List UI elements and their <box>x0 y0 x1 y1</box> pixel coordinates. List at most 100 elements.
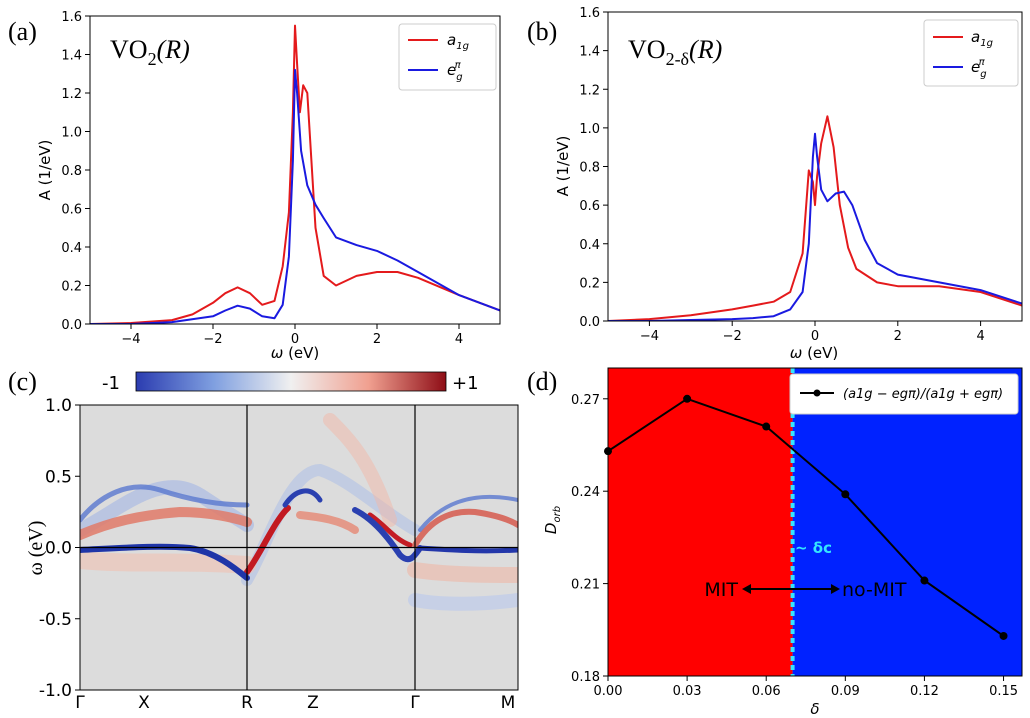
band-red-1 <box>80 506 252 540</box>
dorb-point <box>762 422 771 431</box>
panel-d-plot: 0.00 0.03 0.06 0.09 0.12 0.15 0.18 0.21 0.24 0.27 <box>571 368 1022 699</box>
panel-d-xlabel: δ <box>810 700 819 718</box>
panel-a-xtick-label: 2 <box>373 332 381 347</box>
panel-d-xtick-label: 0.00 <box>594 684 623 699</box>
panel-d-label: (d) <box>527 367 557 396</box>
band-red-4 <box>367 512 413 548</box>
panel-d-xtick-label: 0.06 <box>752 684 781 699</box>
panel-d: (d) 0.00 0.03 0.06 0.09 0.12 0.15 0.18 0.21 0.24… <box>527 367 1023 718</box>
panel-a-ytick-label: 1.2 <box>61 87 82 102</box>
k-point-label: R <box>241 693 253 713</box>
panel-a-xtick-label: 0 <box>291 332 299 347</box>
panel-c-label: (c) <box>8 367 37 396</box>
k-point-label: X <box>138 693 150 713</box>
panel-d-xtick-label: 0.15 <box>989 684 1018 699</box>
k-point-label: Z <box>307 693 319 713</box>
panel-c-axes: 1.00.50.0-0.5-1.0Γ X R Z Γ M <box>39 396 518 713</box>
band-red-2 <box>244 505 291 575</box>
panel-a-xtick-label: −4 <box>121 332 140 347</box>
dorb-point <box>999 631 1008 640</box>
panel-b-ticks: −4 −2 0 2 4 0.0 0.2 0.4 0.6 0.8 1.0 1.2 1.4 1.6 <box>579 6 984 344</box>
panel-d-ytick-label: 0.18 <box>571 670 600 685</box>
panel-d-legend-box <box>789 373 1019 415</box>
k-point-label: Γ <box>410 693 420 713</box>
panel-c-ylabel: ω (eV) <box>25 521 47 576</box>
panel-a-ytick-label: 0.2 <box>61 280 82 295</box>
panel-a-ytick-label: 0.8 <box>61 164 82 179</box>
heatmap-bands <box>80 413 518 611</box>
panel-b-ylabel: A (1/eV) <box>554 136 572 197</box>
panel-b-ytick-label: 1.0 <box>579 122 600 137</box>
band-red-faint-1 <box>323 413 397 527</box>
mit-arrow <box>742 584 840 594</box>
panel-a-lines <box>90 24 500 324</box>
band-blue-2 <box>80 484 250 523</box>
panel-b-ytick-label: 0.6 <box>579 199 600 214</box>
panel-a-xtick-label: 4 <box>455 332 463 347</box>
panel-a-series-eg <box>90 68 500 324</box>
band-red-5 <box>412 508 518 548</box>
panel-d-xtick-label: 0.09 <box>831 684 860 699</box>
panel-a-frame <box>89 15 501 325</box>
panel-b-frame <box>607 11 1023 322</box>
k-point-label: M <box>501 693 516 713</box>
panel-b-xlabel: ω (eV) <box>790 344 839 362</box>
k-point-label: Γ <box>75 693 85 713</box>
dorb-line <box>607 397 1005 637</box>
panel-a-ytick-label: 0.6 <box>61 203 82 218</box>
panel-b-series-a1g <box>608 115 1022 321</box>
panel-b-xtick-label: 4 <box>976 329 984 344</box>
dorb-point <box>920 576 929 585</box>
mit-arrow-right-head <box>831 584 840 594</box>
panel-d-ytick-label: 0.21 <box>571 578 600 593</box>
mit-arrow-left-head <box>742 584 751 594</box>
panel-b-legend: a1g egπ <box>923 19 1019 87</box>
panel-b-lines <box>608 115 1022 321</box>
panel-b-series-eg <box>608 132 1022 321</box>
band-red-faint-3 <box>407 562 518 583</box>
panel-d-legend: (a1g − egπ)/(a1g + egπ) <box>789 373 1019 415</box>
panel-b-title: VO2-δ(R) <box>628 35 722 69</box>
panel-a-ytick-label: 1.6 <box>61 10 82 25</box>
panel-c-ytick-label: -0.5 <box>39 610 72 630</box>
panel-d-xtick-label: 0.12 <box>910 684 939 699</box>
panel-b-ytick-label: 0.4 <box>579 238 600 253</box>
panel-a-ytick-label: 1.4 <box>61 49 82 64</box>
panel-d-ytick-label: 0.24 <box>571 485 600 500</box>
colorbar-min-label: -1 <box>102 373 120 394</box>
panel-d-frame <box>607 367 1023 677</box>
panel-c: (c) -1 +1 <box>8 367 519 713</box>
band-red-3 <box>296 511 359 534</box>
panel-d-xtick-label: 0.03 <box>673 684 702 699</box>
panel-a-label: (a) <box>8 17 37 46</box>
panel-a-ytick-label: 1.0 <box>61 126 82 141</box>
colorbar-max-label: +1 <box>452 373 479 394</box>
panel-c-ytick-label: 0.0 <box>45 539 72 559</box>
delta-c-label: ~ δc <box>795 539 832 557</box>
dorb-point <box>841 490 850 499</box>
panel-b-xtick-label: −2 <box>723 329 742 344</box>
panel-b-label: (b) <box>527 17 557 46</box>
panel-c-ytick-label: 0.5 <box>45 467 72 487</box>
panel-b-xtick-label: 0 <box>811 329 819 344</box>
panel-b-ytick-label: 1.2 <box>579 83 600 98</box>
colorbar <box>135 371 447 392</box>
panel-b-legend-a1g: a1g <box>971 28 993 49</box>
panel-c-ytick-label: -1.0 <box>39 681 72 701</box>
panel-b-legend-eg: egπ <box>971 57 987 80</box>
panel-b-xtick-label: 2 <box>894 329 902 344</box>
panel-b-ytick-label: 1.6 <box>579 6 600 21</box>
panel-d-ylabel: Dorb <box>542 506 563 534</box>
no-mit-label: no-MIT <box>842 579 907 601</box>
mit-label: MIT <box>704 579 738 601</box>
panel-a-ticks: −4 −2 0 2 4 0.0 0.2 0.4 0.6 0.8 1.0 1.2 1.4 1.6 <box>61 10 463 347</box>
panel-b-xtick-label: −4 <box>640 329 659 344</box>
panel-d-legend-text: (a1g − egπ)/(a1g + egπ) <box>843 387 1003 402</box>
panel-d-legend-marker <box>813 389 821 397</box>
panel-b-ytick-label: 0.2 <box>579 276 600 291</box>
mit-region <box>608 368 793 676</box>
panel-a-ytick-label: 0.0 <box>61 318 82 333</box>
panel-c-ytick-label: 1.0 <box>45 396 72 416</box>
panel-a-ylabel: A (1/eV) <box>36 140 54 201</box>
